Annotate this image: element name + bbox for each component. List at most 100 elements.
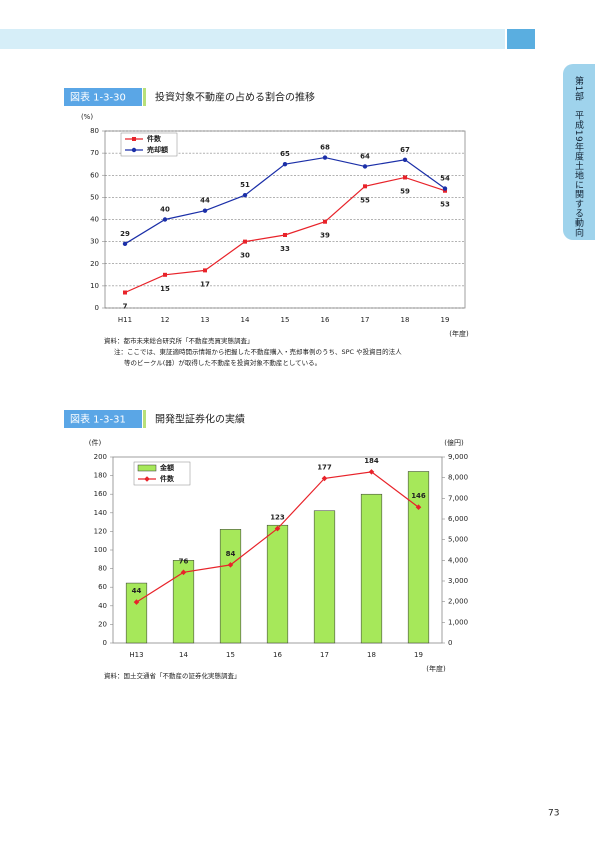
marker (202, 208, 208, 213)
x-tick-label: 14 (179, 651, 188, 659)
data-label: 184 (364, 457, 379, 465)
marker (242, 192, 248, 198)
y-tick-label: 80 (90, 127, 99, 135)
x-tick-label: 16 (321, 316, 330, 324)
y2-axis-label: (億円) (444, 438, 464, 447)
marker (363, 184, 367, 189)
y-tick-label: 80 (98, 565, 107, 573)
x-axis-label: (年度) (449, 329, 469, 338)
figure-title: 開発型証券化の実績 (155, 413, 245, 426)
y-axis-label: (%) (81, 113, 93, 121)
marker (368, 469, 375, 475)
marker (123, 290, 127, 295)
figure-title: 投資対象不動産の占める割合の推移 (155, 91, 315, 104)
bar (219, 529, 242, 644)
side-tab-text: 第1部 平成19年度土地に関する動向 (573, 76, 583, 238)
marker (403, 175, 407, 180)
marker (133, 599, 140, 605)
x-tick-label: 15 (226, 651, 235, 659)
marker (415, 504, 422, 511)
bar (407, 471, 430, 644)
legend-swatch (137, 464, 157, 472)
figure-strip (143, 410, 146, 428)
y-tick-label: 30 (90, 238, 99, 246)
x-tick-label: 14 (241, 316, 250, 324)
bar (125, 582, 148, 644)
page-number: 73 (548, 809, 559, 819)
marker (323, 219, 327, 224)
legend-label: 件数 (160, 474, 175, 483)
header-band (0, 29, 505, 49)
marker (283, 232, 287, 237)
y-tick-label: 120 (94, 527, 107, 535)
x-tick-label: 18 (401, 316, 410, 324)
marker (144, 476, 150, 482)
data-label: 64 (360, 152, 370, 160)
figure-strip (143, 88, 146, 106)
x-tick-label: 17 (320, 651, 329, 659)
x-tick-label: 13 (201, 316, 210, 324)
y2-tick-label: 4,000 (448, 556, 468, 564)
marker (131, 147, 137, 153)
data-label: 59 (400, 187, 410, 195)
data-label: 55 (360, 196, 370, 204)
data-label: 84 (226, 550, 236, 558)
marker (163, 272, 167, 277)
marker (180, 569, 187, 576)
legend-label: 売却額 (147, 145, 168, 154)
data-label: 7 (123, 303, 128, 311)
data-label: 39 (320, 232, 330, 240)
data-label: 123 (270, 514, 285, 522)
bar (172, 560, 195, 644)
marker (282, 161, 288, 167)
marker (442, 186, 448, 191)
y-tick-label: 100 (94, 546, 107, 554)
data-label: 146 (411, 492, 426, 500)
marker (203, 268, 207, 273)
y-tick-label: 0 (103, 639, 107, 647)
bar (266, 524, 289, 644)
x-tick-label: H13 (129, 651, 143, 659)
data-label: 40 (160, 206, 170, 214)
y-tick-label: 40 (90, 216, 99, 224)
figure-note: 注：ここでは、東証適時開示情報から把握した不動産購入・売却事例のうち、SPC や… (114, 347, 402, 356)
data-label: 33 (280, 245, 290, 253)
marker (362, 164, 368, 169)
y2-tick-label: 8,000 (448, 474, 468, 482)
figure-label: 図表 1-3-31 (70, 413, 126, 426)
marker (322, 155, 328, 160)
y-tick-label: 40 (98, 602, 107, 610)
figure-label: 図表 1-3-30 (70, 91, 126, 104)
side-tab (563, 64, 595, 240)
marker (443, 188, 447, 193)
figure-source: 資料：国土交通省「不動産の証券化実態調査」 (104, 671, 241, 680)
x-tick-label: 19 (441, 316, 450, 324)
y-tick-label: 20 (98, 620, 107, 628)
data-label: 68 (320, 144, 330, 152)
marker (162, 217, 168, 222)
marker (132, 137, 136, 141)
x-tick-label: 17 (361, 316, 370, 324)
marker (402, 157, 408, 162)
figure-source: 資料：都市未来総合研究所「不動産売買実態調査」 (104, 336, 254, 345)
marker (274, 525, 281, 532)
marker (122, 241, 128, 247)
data-label: 30 (240, 252, 250, 260)
figure-label-box (64, 88, 142, 106)
x-tick-label: 15 (281, 316, 290, 324)
y-tick-label: 160 (94, 490, 107, 498)
x-tick-label: H11 (118, 316, 132, 324)
y2-tick-label: 7,000 (448, 494, 468, 502)
data-label: 51 (240, 181, 250, 189)
y2-tick-label: 3,000 (448, 577, 468, 585)
data-label: 44 (200, 197, 210, 205)
bar (313, 510, 336, 644)
data-label: 15 (160, 285, 170, 293)
data-label: 17 (200, 280, 210, 288)
x-tick-label: 12 (161, 316, 170, 324)
x-tick-label: 16 (273, 651, 282, 659)
y-tick-label: 60 (90, 171, 99, 179)
y-tick-label: 10 (90, 282, 99, 290)
